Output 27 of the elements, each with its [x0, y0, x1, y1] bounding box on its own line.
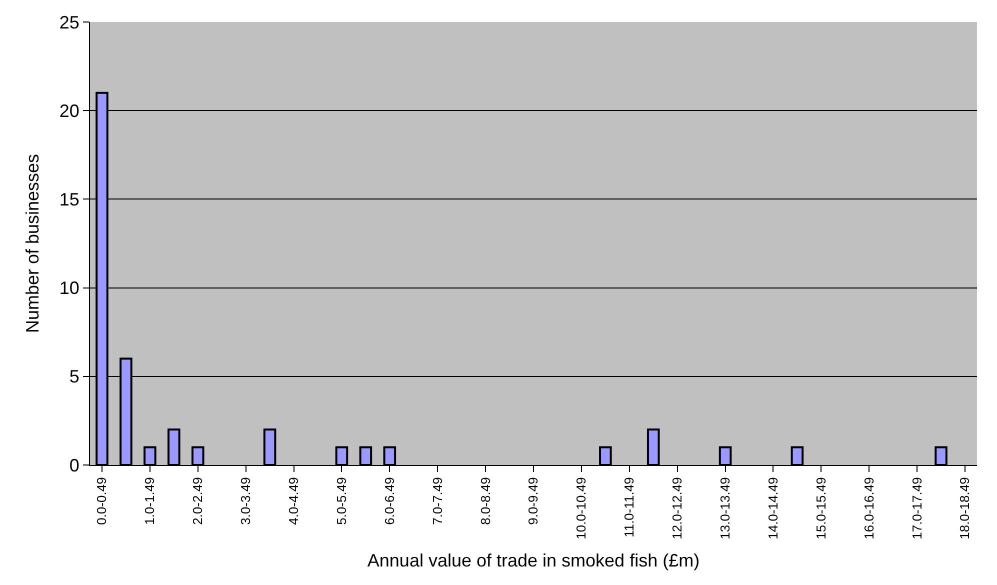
- x-tick-label: 2.0-2.49: [190, 477, 206, 525]
- x-axis-title: Annual value of trade in smoked fish (£m): [367, 550, 700, 570]
- x-tick-label: 17.0-17.49: [909, 477, 924, 540]
- x-tick-label: 18.0-18.49: [957, 477, 972, 540]
- y-tick-label: 5: [69, 366, 80, 387]
- x-tick-label: 7.0-7.49: [430, 477, 445, 525]
- x-tick-label: 14.0-14.49: [765, 477, 780, 540]
- x-tick-label: 0.0-0.49: [94, 477, 110, 525]
- y-tick-label: 15: [59, 190, 80, 210]
- x-tick-label: 4.0-4.49: [286, 477, 301, 525]
- x-tick-label: 3.0-3.49: [238, 477, 254, 525]
- x-tick-label: 1.0-1.49: [142, 477, 158, 525]
- y-tick-label: 0: [69, 455, 80, 476]
- x-tick-label: 8.0-8.49: [478, 477, 493, 525]
- x-tick-label: 5.0-5.49: [334, 477, 349, 525]
- x-tick-label: 12.0-12.49: [670, 477, 685, 540]
- x-tick-label: 13.0-13.49: [718, 477, 733, 540]
- y-axis-title: Number of businesses: [22, 154, 43, 334]
- x-tick-label: 6.0-6.49: [382, 477, 397, 525]
- x-tick-label: 16.0-16.49: [861, 477, 876, 540]
- y-tick-label: 20: [59, 100, 80, 121]
- x-tick-label: 9.0-9.49: [526, 477, 541, 525]
- x-tick-label: 11.0-11.49: [622, 477, 637, 538]
- y-tick-label: 10: [59, 278, 80, 298]
- y-tick-label: 25: [59, 12, 80, 32]
- x-tick-label: 15.0-15.49: [813, 477, 828, 540]
- x-tick-label: 10.0-10.49: [574, 477, 589, 540]
